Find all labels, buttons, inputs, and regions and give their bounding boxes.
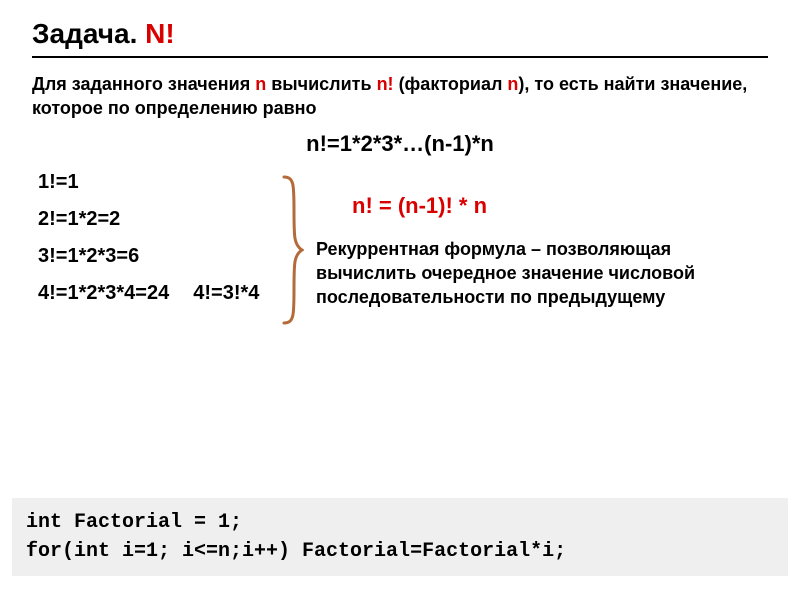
example-3: 3!=1*2*3=6 bbox=[38, 245, 270, 268]
brace-column bbox=[280, 171, 306, 325]
title-divider bbox=[32, 56, 768, 58]
middle-row: 1!=1 2!=1*2=2 3!=1*2*3=6 4!=1*2*3*4=244!… bbox=[32, 171, 768, 325]
examples-column: 1!=1 2!=1*2=2 3!=1*2*3=6 4!=1*2*3*4=244!… bbox=[32, 171, 270, 319]
intro-n-3: n bbox=[507, 74, 518, 94]
intro-n-1: n bbox=[255, 74, 266, 94]
intro-n-2: n! bbox=[377, 74, 394, 94]
intro-paragraph: Для заданного значения n вычислить n! (ф… bbox=[32, 72, 768, 121]
right-brace-icon bbox=[280, 175, 304, 325]
example-4-row: 4!=1*2*3*4=24 4!=3!*4 bbox=[38, 282, 270, 305]
intro-text-3: (факториал bbox=[394, 74, 508, 94]
title-prefix: Задача. bbox=[32, 18, 145, 49]
right-column: n! = (n-1)! * n Рекуррентная формула – п… bbox=[316, 171, 768, 310]
recurrence-description: Рекуррентная формула – позволяющая вычис… bbox=[316, 237, 768, 310]
example-2: 2!=1*2=2 bbox=[38, 208, 270, 231]
example-4: 4!=1*2*3*4=24 bbox=[38, 282, 169, 304]
code-line-2: for(int i=1; i<=n;i++) Factorial=Factori… bbox=[26, 537, 774, 566]
code-box: int Factorial = 1; for(int i=1; i<=n;i++… bbox=[12, 498, 788, 576]
slide-title: Задача. N! bbox=[32, 18, 768, 50]
code-line-1: int Factorial = 1; bbox=[26, 508, 774, 537]
title-red: N! bbox=[145, 18, 175, 49]
slide: Задача. N! Для заданного значения n вычи… bbox=[0, 0, 800, 600]
example-4-ext: 4!=3!*4 bbox=[193, 282, 259, 305]
main-formula: n!=1*2*3*…(n-1)*n bbox=[32, 131, 768, 157]
intro-text-1: Для заданного значения bbox=[32, 74, 255, 94]
recurrence-formula: n! = (n-1)! * n bbox=[352, 193, 768, 219]
example-1: 1!=1 bbox=[38, 171, 270, 194]
intro-text-2: вычислить bbox=[266, 74, 376, 94]
